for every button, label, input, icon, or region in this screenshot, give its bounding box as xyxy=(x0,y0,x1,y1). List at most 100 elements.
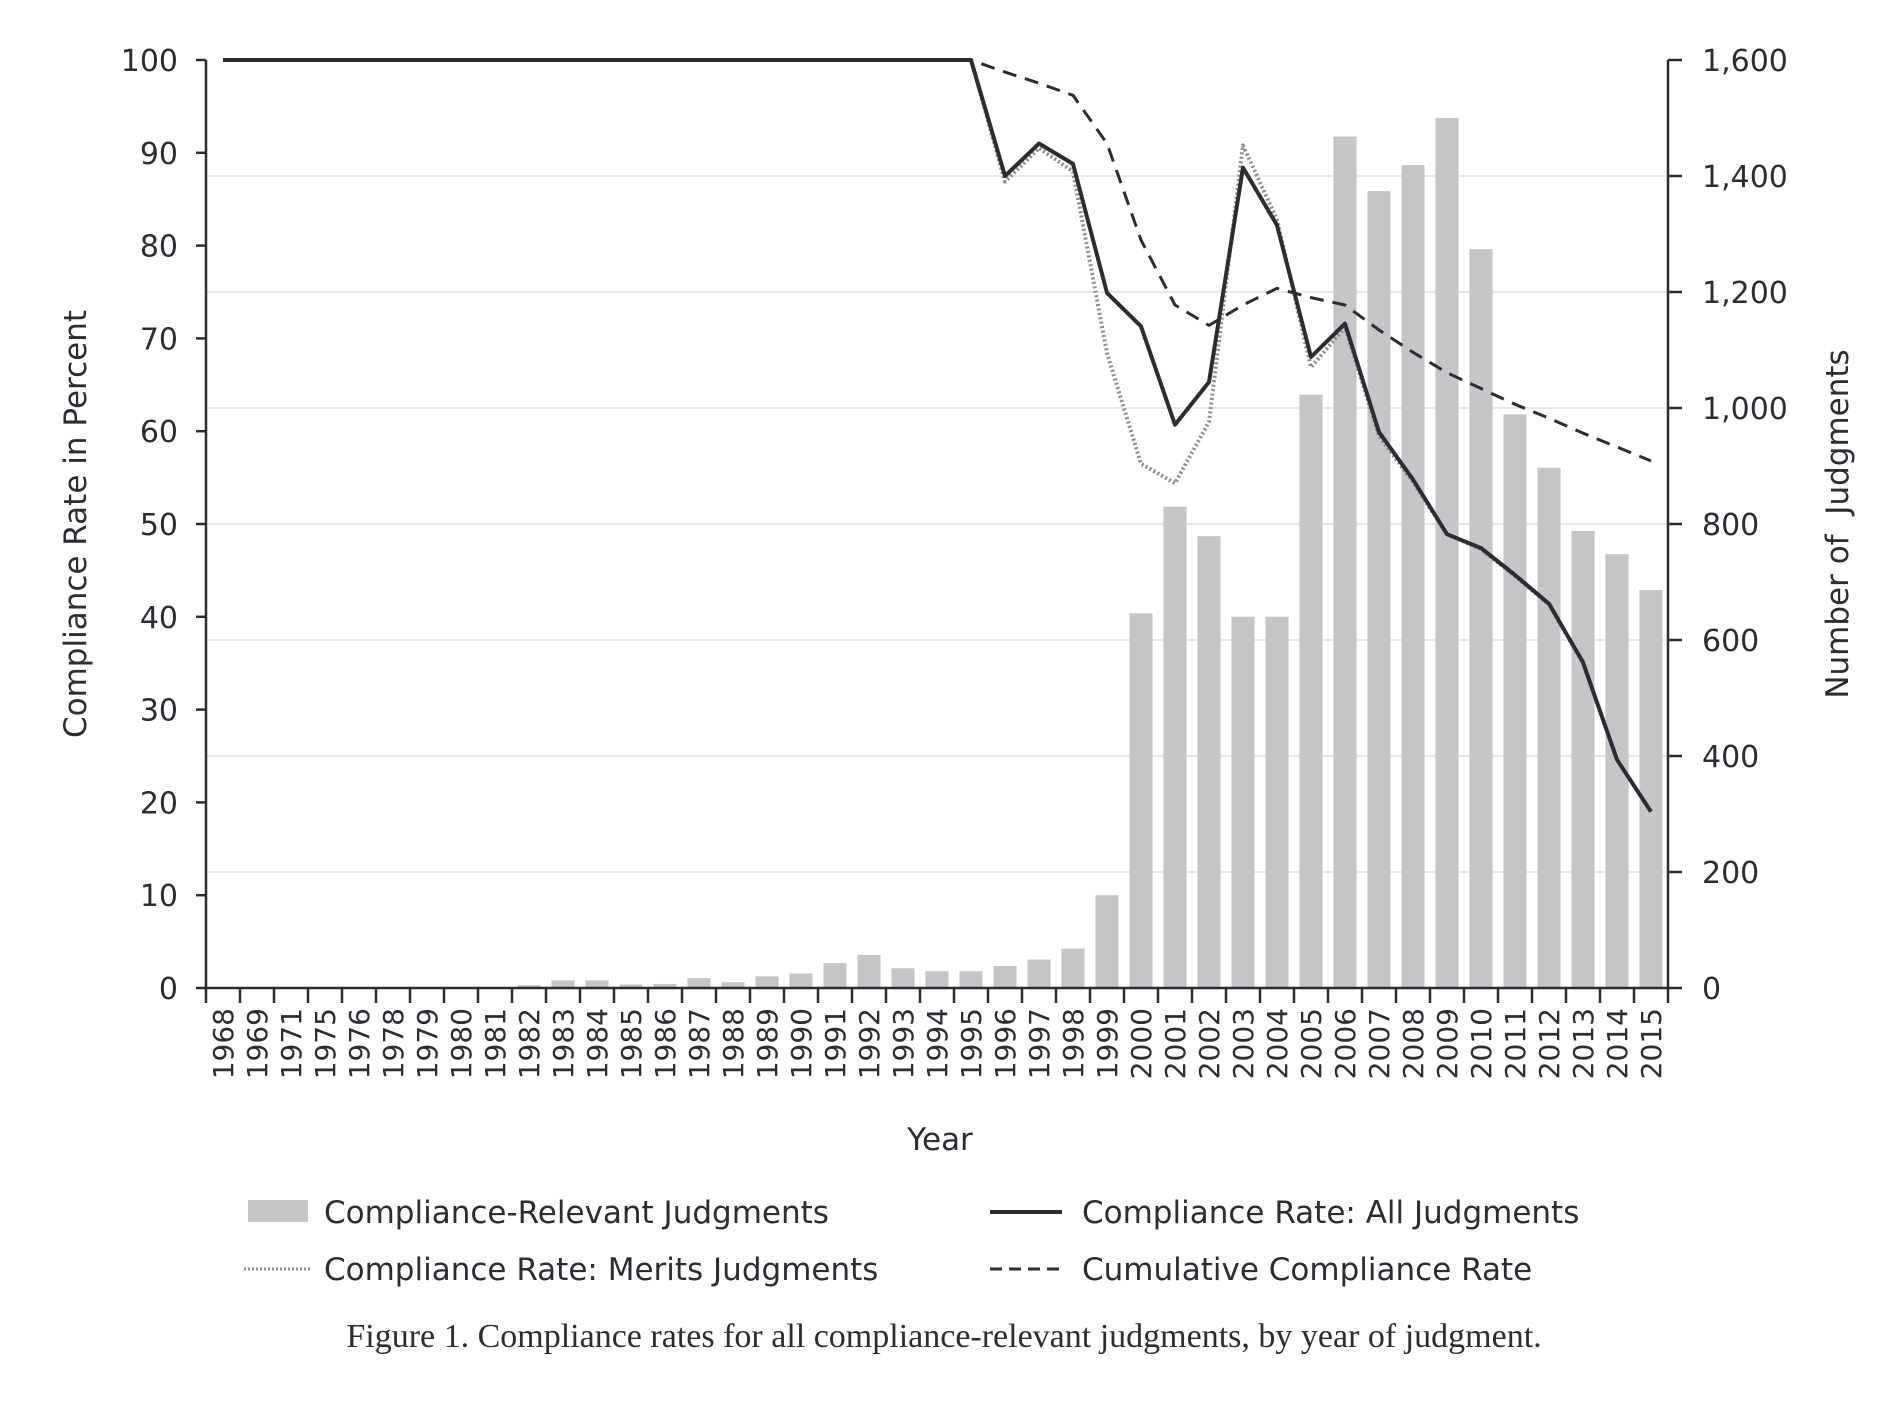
x-tick-label-1986: 1986 xyxy=(649,1008,682,1079)
bar-2012 xyxy=(1537,467,1561,988)
x-tick-label-1978: 1978 xyxy=(377,1008,410,1079)
bar-2002 xyxy=(1197,536,1221,988)
bar-2006 xyxy=(1333,136,1357,988)
y-tick-label: 50 xyxy=(140,508,178,543)
bar-1988 xyxy=(721,982,745,988)
x-axis-title: Year xyxy=(906,1122,973,1158)
legend: Compliance-Relevant Judgments Compliance… xyxy=(244,1195,1579,1288)
x-tick-label-2004: 2004 xyxy=(1261,1008,1294,1079)
bar-2013 xyxy=(1571,530,1595,988)
bar-1997 xyxy=(1027,959,1051,988)
x-tick-label-1997: 1997 xyxy=(1023,1008,1056,1079)
x-tick-label-1998: 1998 xyxy=(1057,1008,1090,1079)
y2-tick-label: 0 xyxy=(1702,972,1721,1007)
y2-tick-label: 1,600 xyxy=(1702,44,1788,79)
bar-2009 xyxy=(1435,118,1459,988)
x-tick-label-2013: 2013 xyxy=(1567,1008,1600,1079)
x-tick-label-1999: 1999 xyxy=(1091,1008,1124,1079)
bar-series xyxy=(211,118,1663,989)
x-tick-label-1989: 1989 xyxy=(751,1008,784,1079)
x-tick-label-1987: 1987 xyxy=(683,1008,716,1079)
bar-1991 xyxy=(823,963,847,988)
x-tick-label-2007: 2007 xyxy=(1363,1008,1396,1079)
gridlines xyxy=(206,175,1668,873)
x-tick-label-1994: 1994 xyxy=(921,1008,954,1079)
x-tick-label-1984: 1984 xyxy=(581,1008,614,1079)
y-tick-label: 0 xyxy=(159,972,178,1007)
x-tick-label-1980: 1980 xyxy=(445,1008,478,1079)
bar-1999 xyxy=(1095,895,1119,988)
x-tick-label-1971: 1971 xyxy=(275,1008,308,1079)
x-tick-label-2000: 2000 xyxy=(1125,1008,1158,1079)
x-tick-label-1976: 1976 xyxy=(343,1008,376,1079)
x-tick-label-2011: 2011 xyxy=(1499,1008,1532,1079)
x-ticks: 1968 1969 1971 1975 1976 1978 1979 1980 1981 1982… xyxy=(204,988,1670,1079)
bar-1989 xyxy=(755,976,779,988)
bar-1982 xyxy=(517,985,541,988)
bar-1996 xyxy=(993,965,1017,988)
legend-label-all: Compliance Rate: All Judgments xyxy=(1082,1195,1579,1231)
bar-1993 xyxy=(891,968,915,988)
x-tick-label-1996: 1996 xyxy=(989,1008,1022,1079)
bar-1990 xyxy=(789,973,813,988)
x-tick-label-2015: 2015 xyxy=(1635,1008,1668,1079)
bar-1998 xyxy=(1061,948,1085,988)
x-tick-label-1995: 1995 xyxy=(955,1008,988,1079)
x-tick-label-1990: 1990 xyxy=(785,1008,818,1079)
x-tick-label-1992: 1992 xyxy=(853,1008,886,1079)
x-tick-label-1988: 1988 xyxy=(717,1008,750,1079)
y2-tick-label: 1,200 xyxy=(1702,276,1788,311)
y-tick-label: 40 xyxy=(140,601,178,636)
x-tick-label-2006: 2006 xyxy=(1329,1008,1362,1079)
y2-tick-label: 1,000 xyxy=(1702,392,1788,427)
x-tick-label-1981: 1981 xyxy=(479,1008,512,1079)
y-tick-label: 10 xyxy=(140,879,178,914)
bar-1995 xyxy=(959,971,983,988)
y-tick-label: 80 xyxy=(140,230,178,265)
y-axis-title: Compliance Rate in Percent xyxy=(58,310,94,738)
bar-1986 xyxy=(653,983,677,988)
bar-2007 xyxy=(1367,191,1391,988)
x-tick-label-2001: 2001 xyxy=(1159,1008,1192,1079)
x-tick-label-1975: 1975 xyxy=(309,1008,342,1079)
y2-tick-label: 1,400 xyxy=(1702,160,1788,195)
x-tick-label-2012: 2012 xyxy=(1533,1008,1566,1079)
x-tick-label-1979: 1979 xyxy=(411,1008,444,1079)
x-tick-label-1969: 1969 xyxy=(241,1008,274,1079)
bar-1984 xyxy=(585,980,609,988)
bar-2005 xyxy=(1299,394,1323,988)
y-tick-label: 90 xyxy=(140,137,178,172)
bar-2000 xyxy=(1129,613,1153,988)
x-tick-label-2003: 2003 xyxy=(1227,1008,1260,1079)
y2-tick-label: 400 xyxy=(1702,740,1759,775)
legend-label-merits: Compliance Rate: Merits Judgments xyxy=(324,1252,878,1288)
y-tick-label: 100 xyxy=(121,44,178,79)
x-tick-label-2002: 2002 xyxy=(1193,1008,1226,1079)
x-tick-label-2008: 2008 xyxy=(1397,1008,1430,1079)
bar-2004 xyxy=(1265,616,1289,988)
y2-axis-title: Number of Judgments xyxy=(1820,349,1856,698)
line-all-judgments xyxy=(223,58,1653,813)
bar-2010 xyxy=(1469,249,1493,988)
x-tick-label-2005: 2005 xyxy=(1295,1008,1328,1079)
right-y-ticks: 0 200 400 600 800 1,000 1,200 1,400 1,600 xyxy=(1668,44,1788,1007)
bar-2015 xyxy=(1639,590,1663,988)
y2-tick-label: 200 xyxy=(1702,856,1759,891)
figure-caption: Figure 1. Compliance rates for all compl… xyxy=(346,1318,1542,1355)
y2-tick-label: 600 xyxy=(1702,624,1759,659)
bar-1992 xyxy=(857,954,881,988)
bar-1994 xyxy=(925,971,949,988)
x-tick-label-2010: 2010 xyxy=(1465,1008,1498,1079)
legend-label-bars: Compliance-Relevant Judgments xyxy=(324,1195,829,1231)
x-tick-label-1985: 1985 xyxy=(615,1008,648,1079)
compliance-chart: 0 10 20 30 40 50 60 70 80 90 100 0 200 400 600 800 1,00… xyxy=(58,44,1856,1288)
x-tick-label-1993: 1993 xyxy=(887,1008,920,1079)
y-tick-label: 30 xyxy=(140,694,178,729)
bar-1983 xyxy=(551,980,575,988)
y-tick-label: 60 xyxy=(140,415,178,450)
bar-1985 xyxy=(619,984,643,988)
y-tick-label: 20 xyxy=(140,786,178,821)
legend-swatch-bars xyxy=(248,1200,308,1222)
bar-2003 xyxy=(1231,616,1255,988)
y-tick-label: 70 xyxy=(140,322,178,357)
